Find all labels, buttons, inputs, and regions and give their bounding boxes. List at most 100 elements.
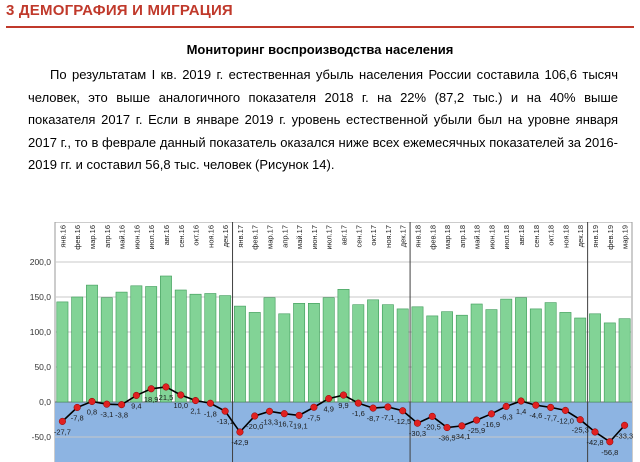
data-label: -7,1	[381, 413, 394, 422]
bar	[574, 317, 587, 403]
x-tick-label: янв.19	[591, 225, 600, 248]
x-tick-label: авг.16	[162, 225, 171, 245]
bar	[234, 305, 246, 403]
data-label: -56,8	[601, 448, 618, 457]
data-label: -20,0	[246, 422, 263, 431]
x-tick-label: май.18	[473, 225, 482, 249]
bar	[219, 295, 232, 403]
x-tick-label: мар.19	[621, 225, 630, 249]
x-tick-label: янв.18	[413, 225, 422, 248]
data-label: -12,0	[557, 416, 574, 425]
x-tick-label: окт.17	[369, 225, 378, 246]
line-point	[399, 407, 407, 415]
data-label: -4,6	[529, 411, 542, 420]
bar	[381, 304, 394, 403]
bar	[559, 312, 572, 403]
data-label: -7,8	[71, 413, 84, 422]
line-point	[532, 401, 540, 409]
x-tick-label: май.17	[295, 225, 304, 249]
line-point	[310, 403, 318, 411]
x-tick-label: окт.16	[192, 225, 201, 246]
line-point	[591, 428, 599, 436]
line-point	[621, 421, 629, 429]
data-label: -1,8	[204, 409, 217, 418]
y-tick-label: 150,0	[30, 292, 52, 302]
section-title: 3 ДЕМОГРАФИЯ И МИГРАЦИЯ	[6, 2, 233, 19]
data-label: 9,9	[338, 401, 348, 410]
line-point	[354, 399, 362, 407]
data-label: 21,5	[159, 393, 174, 402]
data-label: -7,5	[307, 413, 320, 422]
y-tick-label: 0,0	[39, 397, 51, 407]
x-tick-label: окт.18	[547, 225, 556, 246]
x-tick-label: июн.17	[310, 225, 319, 249]
line-point	[88, 397, 96, 405]
data-label: -7,7	[544, 413, 557, 422]
bar	[322, 297, 335, 403]
data-label: 10,0	[173, 401, 188, 410]
line-point	[339, 391, 348, 399]
x-tick-label: авг.18	[517, 225, 526, 245]
data-label: -3,8	[115, 411, 128, 420]
bar	[470, 303, 483, 403]
article-subtitle: Мониторинг воспроизводства населения	[186, 42, 454, 57]
x-tick-label: июн.16	[132, 225, 141, 249]
x-tick-label: апр.18	[458, 225, 467, 248]
line-point	[295, 411, 303, 419]
line-point	[517, 397, 525, 405]
line-point	[206, 399, 214, 407]
bar	[367, 299, 380, 403]
x-tick-label: мар.16	[88, 225, 97, 249]
x-tick-label: дек.17	[399, 225, 408, 247]
line-point	[103, 400, 111, 408]
bar	[396, 308, 409, 403]
article-paragraph: По результатам I кв. 2019 г. естественна…	[28, 64, 618, 177]
bar	[603, 322, 616, 403]
x-tick-label: мар.17	[266, 225, 275, 249]
data-label: -25,9	[468, 426, 485, 435]
bar	[263, 297, 276, 403]
data-label: -6,3	[500, 412, 513, 421]
bar	[189, 293, 202, 403]
data-label: -3,1	[100, 410, 113, 419]
bar	[544, 302, 557, 403]
data-label: -13,1	[217, 417, 234, 426]
line-point	[458, 422, 466, 430]
x-tick-label: июл.17	[325, 225, 334, 249]
data-label: -36,5	[439, 434, 456, 443]
data-label: 2,1	[190, 407, 200, 416]
x-tick-label: фев.16	[73, 225, 82, 250]
section-rule	[6, 26, 634, 28]
negative-area	[55, 402, 632, 462]
data-label: 18,9	[144, 395, 159, 404]
bar	[204, 293, 217, 403]
bar	[100, 297, 113, 403]
bar	[174, 289, 187, 403]
line-point	[369, 404, 377, 412]
data-label: -1,6	[352, 409, 365, 418]
y-tick-label: 100,0	[30, 327, 52, 337]
line-point	[132, 391, 140, 399]
bar	[115, 291, 128, 403]
x-tick-label: авг.17	[340, 225, 349, 245]
x-tick-label: фев.18	[428, 225, 437, 250]
data-label: -13,3	[261, 417, 278, 426]
bar	[485, 309, 498, 403]
x-tick-label: янв.16	[58, 225, 67, 248]
bar	[515, 297, 527, 403]
bar	[426, 315, 439, 403]
line-point	[73, 403, 81, 412]
bar	[278, 313, 291, 403]
line-point	[251, 412, 259, 420]
line-point	[443, 424, 451, 432]
x-tick-label: май.16	[118, 225, 127, 249]
y-tick-label: 50,0	[34, 362, 51, 372]
line-point	[265, 407, 274, 415]
line-point	[547, 403, 555, 411]
line-point	[118, 401, 126, 409]
bar	[71, 296, 84, 403]
paragraph-text: По результатам I кв. 2019 г. естественна…	[28, 67, 618, 173]
line-point	[280, 410, 288, 418]
x-tick-label: мар.18	[443, 225, 452, 249]
line-point	[576, 416, 584, 424]
